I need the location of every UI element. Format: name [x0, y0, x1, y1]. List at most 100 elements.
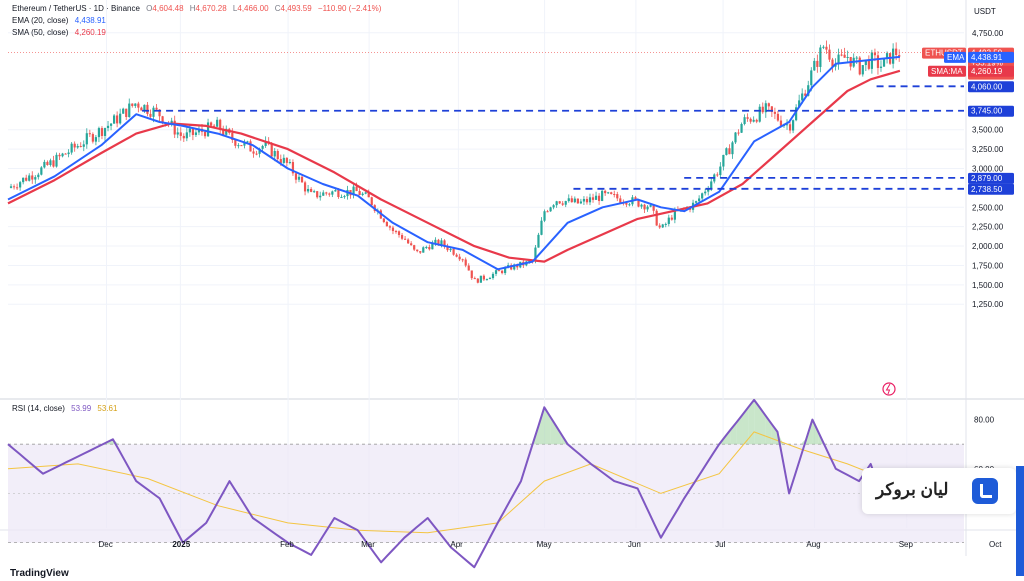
candle-body [391, 227, 395, 232]
level-badge-text: 2,879.00 [971, 174, 1003, 183]
candle-body [340, 196, 343, 198]
price-tick-label: 2,500.00 [972, 203, 1004, 212]
legend-ema-row[interactable]: EMA (20, close) 4,438.91 [12, 16, 106, 25]
candle-body [361, 193, 364, 195]
candle-body [604, 190, 607, 194]
candle-body [103, 128, 107, 136]
candle-body [425, 247, 428, 249]
candle-body [500, 270, 504, 274]
level-badge [968, 81, 1014, 93]
candle-body [149, 113, 152, 117]
axes: USDT 4,750.00 3,500.00 3,250.00 3,000.00 2,50… [98, 7, 1003, 549]
candle-body [400, 235, 404, 239]
candle-body [576, 198, 579, 204]
candle-body [410, 243, 413, 246]
candle-body [258, 148, 261, 154]
legend-sma: SMA (50, close) [12, 28, 69, 37]
candle-body [461, 259, 464, 261]
candle-body [555, 201, 558, 206]
candle-body [573, 198, 576, 203]
candle-body [49, 160, 52, 166]
candle-body [128, 103, 131, 117]
candle-body [310, 188, 313, 192]
candle-body [737, 132, 740, 134]
candle-body [288, 162, 292, 164]
price-tick-label: 3,500.00 [972, 126, 1004, 135]
rsi-overbought-fill [736, 414, 743, 445]
candle-body [497, 270, 501, 272]
candle-body [79, 146, 82, 148]
candle-body [146, 104, 149, 114]
ema-value-badge [968, 51, 1014, 63]
candle-body [437, 239, 440, 245]
candle-body [270, 143, 273, 157]
candle-body [73, 143, 76, 148]
candle-body [82, 144, 85, 147]
tradingview-logo: TradingView [10, 568, 69, 579]
candle-body [203, 131, 207, 137]
brand-logo-icon [972, 478, 998, 504]
candle-body [88, 133, 91, 135]
legend-ema-value: 4,438.91 [74, 16, 106, 25]
legend-rsi-row[interactable]: RSI (14, close) 53.99 53.61 [12, 404, 117, 413]
month-label: 2025 [172, 540, 190, 549]
month-label: May [537, 540, 552, 549]
candle-body [873, 52, 877, 56]
sma-value-badge-text: 4,260.19 [971, 67, 1003, 76]
rsi-tick-label: 80.00 [974, 416, 995, 425]
candle-body [182, 135, 185, 139]
candle-body [403, 238, 407, 240]
candle-body [795, 107, 798, 121]
price-tick-label: 3,000.00 [972, 165, 1004, 174]
candle-body [722, 154, 725, 167]
candle-body [664, 223, 667, 225]
candle-body [91, 134, 94, 142]
candle-body [785, 124, 789, 126]
candle-body [494, 270, 498, 274]
candle-body [646, 206, 649, 210]
candle-body [843, 54, 846, 58]
legend-sma-row[interactable]: SMA (50, close) 4,260.19 [12, 28, 106, 37]
candle-body [585, 198, 589, 203]
rsi-overbought-fill [812, 419, 819, 445]
candle-body [698, 198, 701, 202]
candle-body [882, 58, 886, 67]
candle-body [752, 119, 755, 122]
candle-body [407, 239, 410, 244]
candle-body [173, 120, 176, 135]
candle-body [804, 93, 807, 96]
rsi-overbought-fill [544, 407, 551, 445]
legend-open: 4,604.48 [152, 4, 184, 13]
candle-body [161, 116, 164, 124]
candle-body [255, 153, 258, 155]
candle-body [119, 113, 122, 124]
candle-body [846, 56, 849, 58]
candle-body [240, 145, 243, 147]
candle-body [234, 139, 237, 146]
candle-body [740, 124, 743, 133]
candle-body [637, 199, 640, 207]
candle-body [97, 128, 101, 138]
candle-body [719, 166, 722, 176]
candle-body [294, 173, 298, 180]
candle-body [125, 108, 128, 117]
candle-body [449, 248, 452, 251]
price-tick-label: 1,500.00 [972, 281, 1004, 290]
candle-body [855, 57, 858, 59]
candle-body [28, 175, 31, 181]
candle-body [61, 153, 64, 157]
candle-body [261, 145, 264, 149]
price-axis-currency: USDT [974, 7, 996, 16]
candle-body [34, 177, 37, 180]
candle-body [504, 267, 507, 274]
candle-body [158, 109, 161, 117]
candle-body [540, 220, 543, 235]
level-badge-text: 4,060.00 [971, 82, 1003, 91]
candle-body [282, 157, 285, 163]
candle-body [67, 152, 70, 155]
candle-body [137, 103, 140, 108]
legend-ema: EMA (20, close) [12, 16, 69, 25]
candle-body [485, 279, 489, 281]
month-label: Feb [280, 540, 294, 549]
candle-body [279, 159, 282, 163]
